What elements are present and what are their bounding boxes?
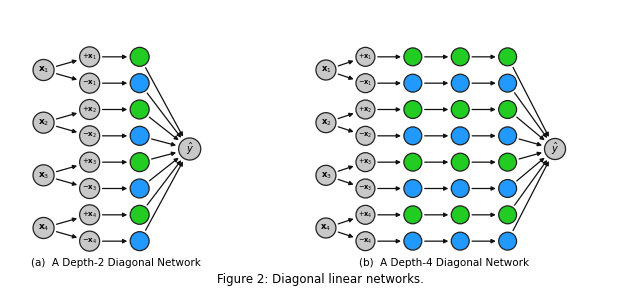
Circle shape	[316, 113, 336, 133]
Text: $\mathbf{x}_3$: $\mathbf{x}_3$	[38, 170, 49, 181]
Circle shape	[499, 74, 516, 92]
Circle shape	[356, 47, 375, 66]
Circle shape	[499, 206, 516, 224]
Circle shape	[130, 232, 149, 251]
Circle shape	[79, 73, 100, 93]
Text: (a)  A Depth-2 Diagonal Network: (a) A Depth-2 Diagonal Network	[31, 258, 201, 268]
Text: $\hat{y}$: $\hat{y}$	[551, 141, 559, 157]
Text: $\hat{y}$: $\hat{y}$	[186, 141, 194, 157]
Circle shape	[33, 112, 54, 133]
Circle shape	[545, 138, 566, 160]
Text: $-\mathbf{x}_1$: $-\mathbf{x}_1$	[358, 79, 372, 88]
Circle shape	[79, 126, 100, 146]
Text: $-\mathbf{x}_3$: $-\mathbf{x}_3$	[82, 184, 97, 193]
Circle shape	[499, 127, 516, 145]
Text: $\mathbf{x}_4$: $\mathbf{x}_4$	[321, 223, 332, 233]
Circle shape	[316, 60, 336, 80]
Circle shape	[33, 217, 54, 238]
Circle shape	[130, 153, 149, 172]
Circle shape	[404, 153, 422, 171]
Circle shape	[33, 165, 54, 186]
Text: $-\mathbf{x}_3$: $-\mathbf{x}_3$	[358, 184, 372, 193]
Circle shape	[499, 153, 516, 171]
Circle shape	[356, 179, 375, 198]
Circle shape	[404, 101, 422, 118]
Circle shape	[499, 101, 516, 118]
Circle shape	[356, 153, 375, 172]
Circle shape	[79, 47, 100, 67]
Circle shape	[316, 165, 336, 185]
Text: $-\mathbf{x}_1$: $-\mathbf{x}_1$	[82, 79, 97, 88]
Text: $-\mathbf{x}_2$: $-\mathbf{x}_2$	[358, 131, 372, 140]
Circle shape	[404, 206, 422, 224]
Text: $+\mathbf{x}_4$: $+\mathbf{x}_4$	[358, 210, 372, 220]
Text: $+\mathbf{x}_2$: $+\mathbf{x}_2$	[358, 104, 372, 115]
Circle shape	[130, 126, 149, 145]
Text: $\mathbf{x}_2$: $\mathbf{x}_2$	[321, 117, 332, 128]
Circle shape	[130, 179, 149, 198]
Circle shape	[33, 60, 54, 81]
Circle shape	[404, 232, 422, 250]
Circle shape	[451, 232, 469, 250]
Text: $+\mathbf{x}_4$: $+\mathbf{x}_4$	[82, 210, 97, 220]
Circle shape	[451, 206, 469, 224]
Text: $-\mathbf{x}_4$: $-\mathbf{x}_4$	[358, 237, 372, 246]
Text: $\mathbf{x}_1$: $\mathbf{x}_1$	[38, 65, 49, 75]
Circle shape	[404, 74, 422, 92]
Circle shape	[79, 152, 100, 172]
Circle shape	[451, 153, 469, 171]
Circle shape	[451, 48, 469, 66]
Circle shape	[499, 48, 516, 66]
Text: $+\mathbf{x}_3$: $+\mathbf{x}_3$	[358, 157, 372, 167]
Circle shape	[130, 100, 149, 119]
Circle shape	[179, 138, 201, 160]
Circle shape	[130, 74, 149, 93]
Circle shape	[79, 205, 100, 225]
Circle shape	[451, 127, 469, 145]
Text: $+\mathbf{x}_3$: $+\mathbf{x}_3$	[82, 157, 97, 167]
Circle shape	[404, 179, 422, 197]
Circle shape	[451, 179, 469, 197]
Circle shape	[130, 205, 149, 224]
Text: $+\mathbf{x}_2$: $+\mathbf{x}_2$	[82, 104, 97, 115]
Circle shape	[130, 47, 149, 66]
Text: $\mathbf{x}_1$: $\mathbf{x}_1$	[321, 65, 332, 75]
Circle shape	[451, 101, 469, 118]
Text: Figure 2: Diagonal linear networks.: Figure 2: Diagonal linear networks.	[216, 273, 424, 286]
Text: $-\mathbf{x}_2$: $-\mathbf{x}_2$	[82, 131, 97, 140]
Text: $\mathbf{x}_2$: $\mathbf{x}_2$	[38, 117, 49, 128]
Circle shape	[499, 179, 516, 197]
Circle shape	[404, 127, 422, 145]
Text: $+\mathbf{x}_1$: $+\mathbf{x}_1$	[82, 52, 97, 62]
Circle shape	[79, 231, 100, 251]
Circle shape	[356, 100, 375, 119]
Circle shape	[316, 218, 336, 238]
Circle shape	[356, 232, 375, 251]
Circle shape	[356, 126, 375, 145]
Circle shape	[79, 99, 100, 120]
Circle shape	[499, 232, 516, 250]
Text: $\mathbf{x}_4$: $\mathbf{x}_4$	[38, 223, 49, 233]
Circle shape	[79, 179, 100, 199]
Circle shape	[356, 205, 375, 224]
Text: $-\mathbf{x}_4$: $-\mathbf{x}_4$	[82, 237, 97, 246]
Circle shape	[451, 74, 469, 92]
Circle shape	[356, 74, 375, 93]
Circle shape	[404, 48, 422, 66]
Text: $+\mathbf{x}_1$: $+\mathbf{x}_1$	[358, 52, 372, 62]
Text: $\mathbf{x}_3$: $\mathbf{x}_3$	[321, 170, 332, 181]
Text: (b)  A Depth-4 Diagonal Network: (b) A Depth-4 Diagonal Network	[360, 258, 529, 268]
